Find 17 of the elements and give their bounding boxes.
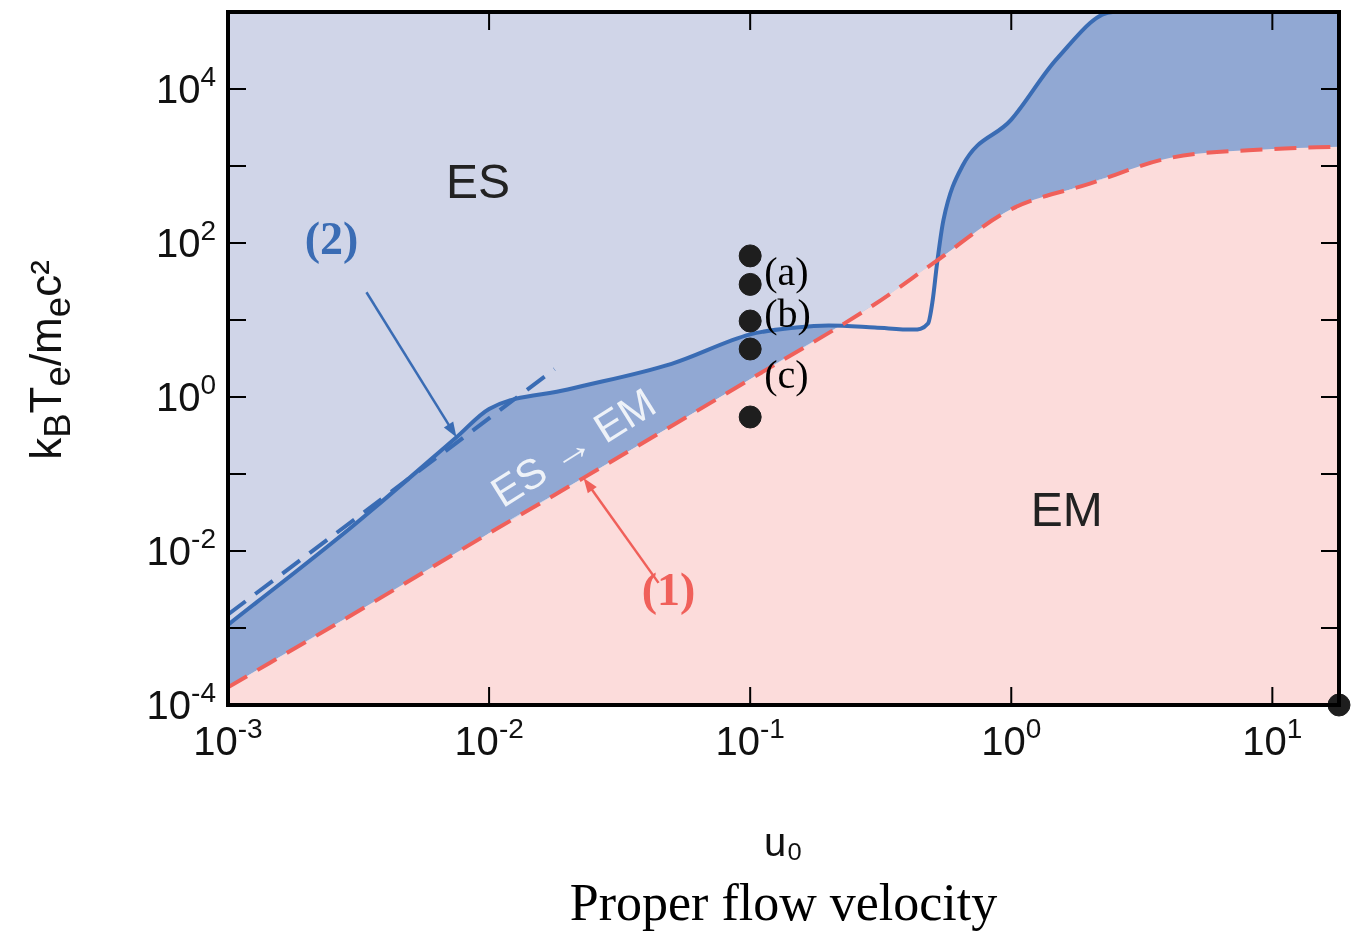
- x-tick-label: 10$^{-2}$: [454, 713, 524, 764]
- text: Proper flow velocity: [569, 873, 998, 931]
- x-axis-title: u₀: [764, 820, 803, 865]
- data-label: (c): [764, 351, 809, 397]
- x-tick-label: 10$^{0}$: [981, 713, 1042, 764]
- y-tick-label: 10$^{4}$: [155, 60, 216, 112]
- x-tick-label: 10$^{-1}$: [715, 713, 785, 764]
- y-tick-label: 10$^{0}$: [155, 368, 216, 420]
- y-tick-label: 10$^{-2}$: [146, 522, 216, 574]
- data-label: (a): [764, 248, 809, 294]
- y-tick-label: 10$^{2}$: [155, 214, 216, 266]
- series-label: (1): [641, 563, 696, 615]
- annotation: ES: [445, 155, 510, 209]
- annotation: EM: [1030, 482, 1103, 536]
- annotation: ES → EM: [482, 378, 664, 517]
- text: (2): [304, 213, 359, 265]
- x-tick-label: 10$^{1}$: [1242, 713, 1303, 764]
